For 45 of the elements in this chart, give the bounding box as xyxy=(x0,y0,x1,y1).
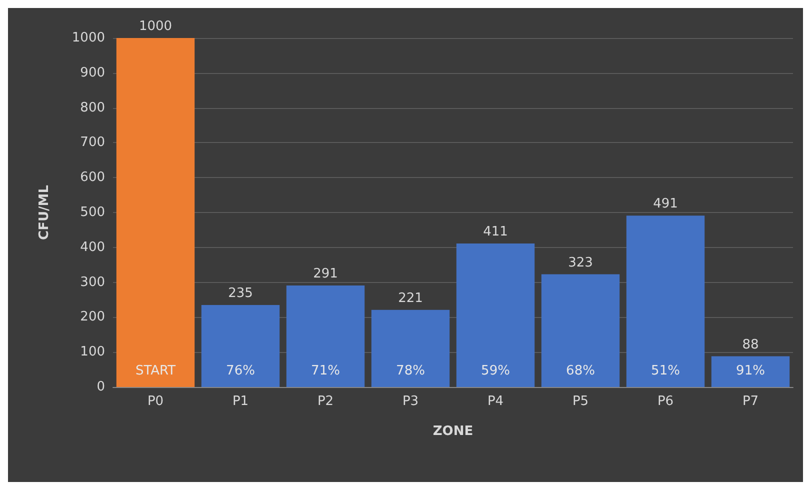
annotation: 59% xyxy=(481,364,510,378)
data-label: 235 xyxy=(228,286,253,301)
x-tick-label: P0 xyxy=(147,394,164,409)
bar xyxy=(286,285,365,387)
annotation: 78% xyxy=(396,364,425,378)
x-tick-label: P4 xyxy=(487,394,504,409)
y-tick-label: 400 xyxy=(80,240,105,255)
x-tick-label: P6 xyxy=(657,394,674,409)
data-label: 221 xyxy=(398,290,423,306)
bar xyxy=(116,38,195,387)
bar xyxy=(371,310,450,387)
x-tick-label: P5 xyxy=(572,394,589,409)
data-label: 411 xyxy=(483,224,508,240)
y-tick-label: 1000 xyxy=(72,30,105,46)
x-axis-title: ZONE xyxy=(432,424,474,439)
x-tick-label: P2 xyxy=(317,394,334,409)
annotation: 68% xyxy=(566,364,595,378)
annotation: 51% xyxy=(651,364,680,378)
annotation: 71% xyxy=(311,364,340,378)
bar xyxy=(201,304,280,387)
x-tick-label: P3 xyxy=(402,394,419,409)
y-tick-label: 500 xyxy=(80,205,105,220)
y-tick-label: 800 xyxy=(80,100,105,116)
data-label: 291 xyxy=(313,266,338,282)
data-label: 323 xyxy=(568,255,593,270)
y-tick-label: 100 xyxy=(80,344,105,360)
x-tick-label: P1 xyxy=(232,394,249,409)
y-axis-title: CFU/ML xyxy=(37,185,52,240)
bar xyxy=(541,274,620,387)
bar xyxy=(626,216,705,387)
annotation: 91% xyxy=(736,364,765,378)
y-tick-label: 700 xyxy=(80,135,105,150)
data-label: 88 xyxy=(742,337,759,352)
y-tick-label: 200 xyxy=(80,310,105,325)
bar xyxy=(456,244,535,387)
y-tick-label: 900 xyxy=(80,65,105,80)
y-tick-label: 600 xyxy=(80,170,105,186)
bar xyxy=(711,356,790,387)
x-tick-label: P7 xyxy=(742,394,759,409)
y-tick-label: 0 xyxy=(96,380,105,394)
data-label: 491 xyxy=(653,196,678,212)
y-tick-label: 300 xyxy=(80,274,105,290)
annotation: 76% xyxy=(226,364,255,378)
data-label: 1000 xyxy=(138,19,172,34)
annotation: START xyxy=(135,364,176,378)
